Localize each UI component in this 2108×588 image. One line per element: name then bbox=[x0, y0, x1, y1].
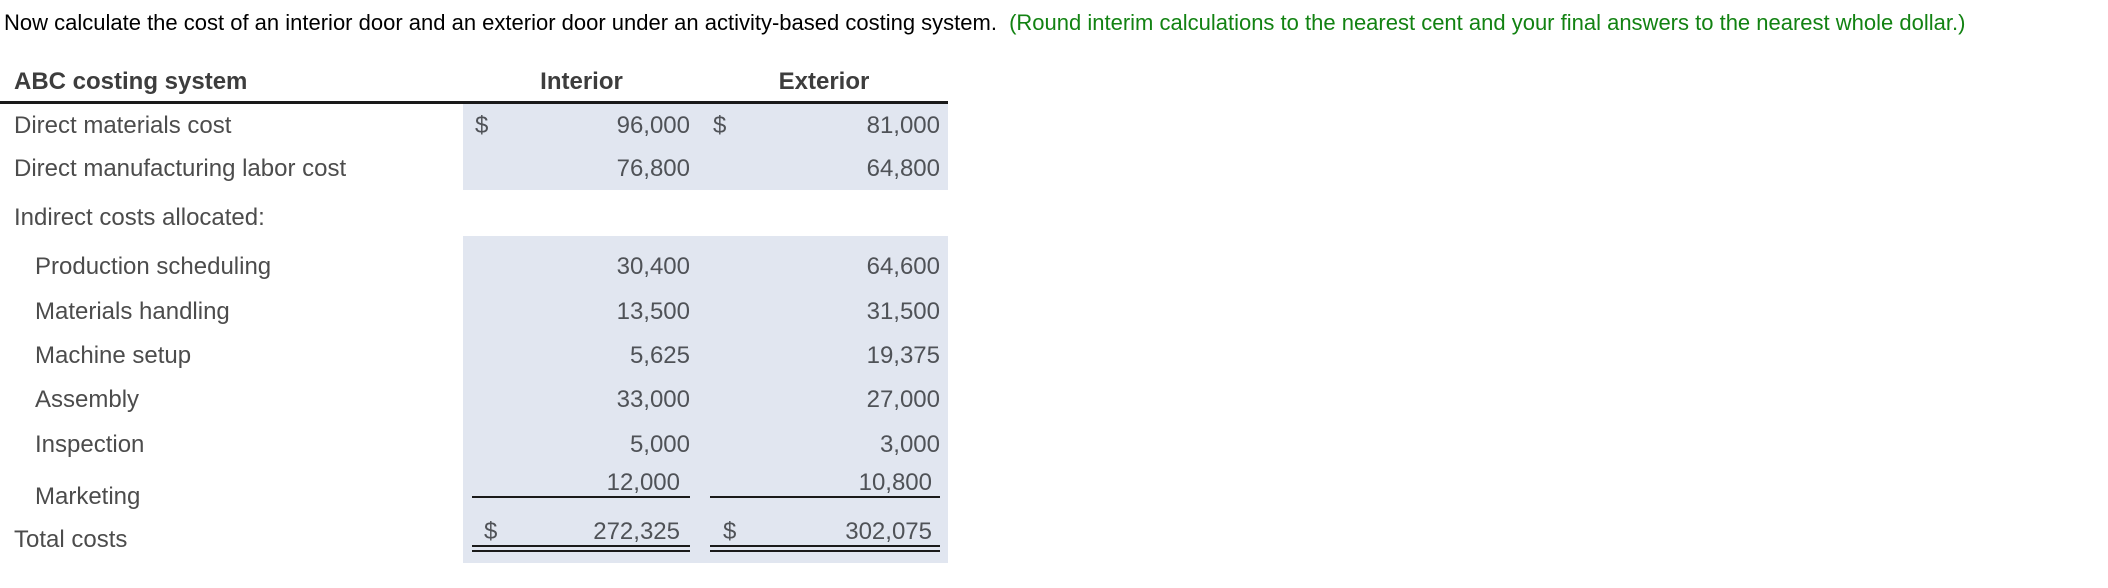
exterior-value-cell: $81,000 bbox=[700, 104, 948, 147]
interior-amount: 5,625 bbox=[629, 342, 690, 369]
abc-costing-table: ABC costing system Interior Exterior Dir… bbox=[0, 63, 948, 563]
row-label: Direct manufacturing labor cost bbox=[14, 154, 347, 182]
row-label: Marketing bbox=[35, 483, 141, 510]
row-label: Production scheduling bbox=[35, 252, 272, 280]
instruction-text: Now calculate the cost of an interior do… bbox=[4, 10, 997, 35]
interior-value-cell: 5,625 bbox=[463, 334, 700, 378]
table-row: Production scheduling 30,400 64,600 bbox=[0, 236, 948, 290]
row-label: Direct materials cost bbox=[14, 111, 232, 139]
table-header-row: ABC costing system Interior Exterior bbox=[0, 63, 948, 104]
table-row: Direct materials cost $96,000 $81,000 bbox=[0, 104, 948, 147]
table-row: Materials handling 13,500 31,500 bbox=[0, 290, 948, 334]
exterior-value-cell: 64,800 bbox=[700, 147, 948, 190]
exterior-amount: 64,800 bbox=[866, 154, 940, 182]
interior-amount: 13,500 bbox=[616, 298, 690, 325]
exterior-amount: 64,600 bbox=[866, 252, 940, 280]
row-label: Machine setup bbox=[35, 342, 192, 369]
interior-value-cell: 13,500 bbox=[463, 290, 700, 334]
exterior-amount: 302,075 bbox=[845, 518, 932, 545]
exterior-amount: 27,000 bbox=[866, 386, 940, 413]
exterior-value-cell bbox=[700, 190, 948, 236]
exterior-value-cell: 10,800 bbox=[700, 468, 948, 512]
exterior-amount: 81,000 bbox=[866, 111, 940, 139]
table-row: Assembly 33,000 27,000 bbox=[0, 378, 948, 422]
instruction-line: Now calculate the cost of an interior do… bbox=[4, 7, 1965, 39]
table-row: Marketing 12,000 10,800 bbox=[0, 468, 948, 512]
currency-symbol: $ bbox=[723, 518, 737, 545]
exterior-amount: 31,500 bbox=[866, 298, 940, 325]
interior-amount: 5,000 bbox=[629, 431, 690, 458]
exterior-value-cell: $302,075 bbox=[700, 512, 948, 563]
exterior-value-cell: 64,600 bbox=[700, 236, 948, 290]
interior-value-cell: 33,000 bbox=[463, 378, 700, 422]
currency-symbol: $ bbox=[484, 518, 498, 545]
table-rows: Direct materials cost $96,000 $81,000 Direc… bbox=[0, 104, 948, 563]
single-rule: 10,800 bbox=[710, 470, 940, 498]
exterior-amount: 3,000 bbox=[879, 431, 940, 458]
interior-value-cell: 12,000 bbox=[463, 468, 700, 512]
double-rule: $302,075 bbox=[710, 519, 940, 552]
row-label: Materials handling bbox=[35, 298, 230, 325]
exterior-value-cell: 19,375 bbox=[700, 334, 948, 378]
exterior-amount: 10,800 bbox=[858, 469, 932, 496]
table-title: ABC costing system bbox=[14, 68, 248, 95]
interior-amount: 33,000 bbox=[616, 386, 690, 413]
interior-value-cell: 76,800 bbox=[463, 147, 700, 190]
exterior-amount: 19,375 bbox=[866, 342, 940, 369]
row-label: Inspection bbox=[35, 431, 145, 458]
table-row: Total costs $272,325 $302,075 bbox=[0, 512, 948, 563]
interior-value-cell: $96,000 bbox=[463, 104, 700, 147]
currency-symbol: $ bbox=[713, 111, 727, 139]
table-row: Machine setup 5,625 19,375 bbox=[0, 334, 948, 378]
single-rule: 12,000 bbox=[472, 470, 690, 498]
exterior-value-cell: 3,000 bbox=[700, 422, 948, 468]
interior-value-cell: 30,400 bbox=[463, 236, 700, 290]
rounding-note: (Round interim calculations to the neare… bbox=[1009, 10, 1966, 35]
row-label: Total costs bbox=[14, 526, 128, 553]
table-row: Direct manufacturing labor cost 76,800 64,… bbox=[0, 147, 948, 190]
row-label: Indirect costs allocated: bbox=[14, 203, 265, 231]
column-header-interior: Interior bbox=[540, 68, 623, 95]
currency-symbol: $ bbox=[475, 111, 489, 139]
interior-amount: 272,325 bbox=[593, 518, 680, 545]
interior-amount: 12,000 bbox=[606, 469, 680, 496]
interior-amount: 30,400 bbox=[616, 252, 690, 280]
double-rule: $272,325 bbox=[472, 519, 690, 552]
row-label: Assembly bbox=[35, 386, 140, 413]
exterior-value-cell: 27,000 bbox=[700, 378, 948, 422]
interior-value-cell bbox=[463, 190, 700, 236]
exterior-value-cell: 31,500 bbox=[700, 290, 948, 334]
table-row: Inspection 5,000 3,000 bbox=[0, 422, 948, 468]
column-header-exterior: Exterior bbox=[778, 68, 870, 95]
interior-amount: 96,000 bbox=[616, 111, 690, 139]
interior-value-cell: $272,325 bbox=[463, 512, 700, 563]
interior-amount: 76,800 bbox=[616, 154, 690, 182]
table-row: Indirect costs allocated: bbox=[0, 190, 948, 236]
interior-value-cell: 5,000 bbox=[463, 422, 700, 468]
